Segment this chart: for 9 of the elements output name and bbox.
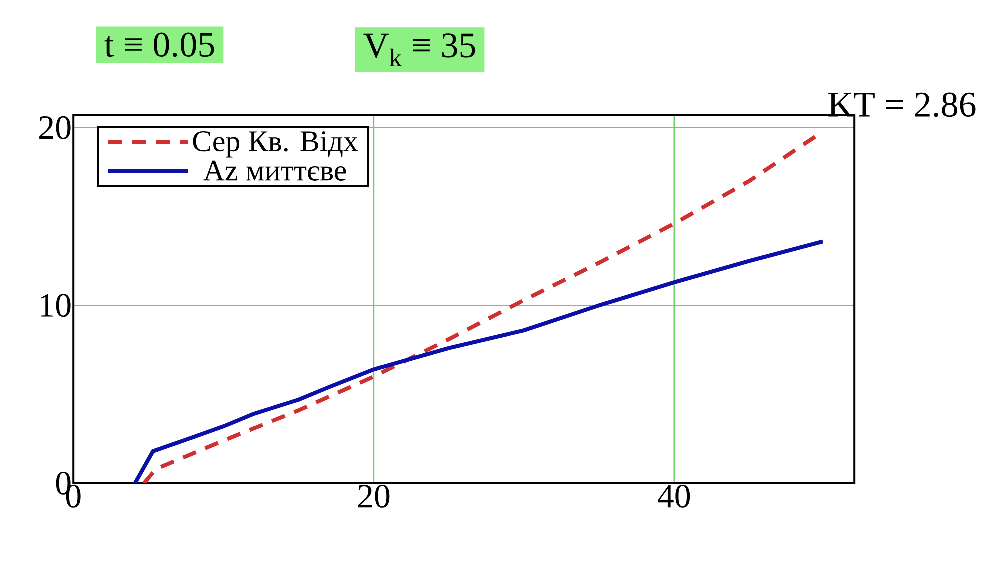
legend-label: Az миттєве <box>204 160 346 181</box>
x-tick-label: 40 <box>658 484 690 508</box>
legend-label: Сер Кв. Відх <box>193 131 358 158</box>
line-series <box>133 240 826 484</box>
text: V$_{k}$ ≡ 35 <box>364 34 476 66</box>
y-tick-label: 20 <box>40 116 71 140</box>
x-tick-label: 20 <box>358 484 390 508</box>
y-tick-label: 10 <box>41 294 71 318</box>
text: t ≡ 0.05 <box>104 32 214 58</box>
